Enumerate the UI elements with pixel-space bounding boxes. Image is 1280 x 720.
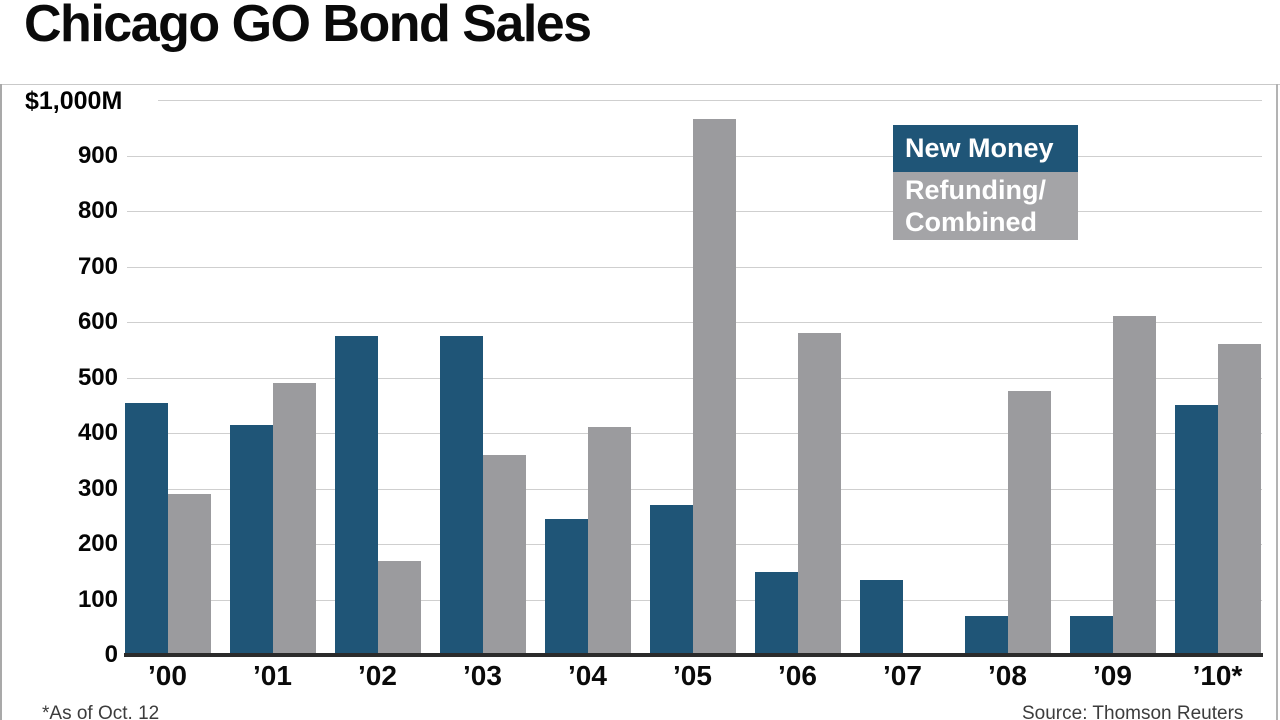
x-tick-label-10*: ’10* <box>1192 660 1243 691</box>
chart-frame-top-rule <box>0 84 1280 85</box>
bar-refunding-02 <box>377 560 421 655</box>
footnote: *As of Oct. 12 <box>42 703 160 720</box>
y-tick-label-400: 400 <box>77 419 118 446</box>
bar-new-money-05 <box>649 505 693 655</box>
y-tick-label-200: 200 <box>77 530 118 557</box>
bar-refunding-04 <box>587 427 631 655</box>
legend-item-refunding-combined: Refunding/ Combined <box>893 172 1078 240</box>
chart-frame-right-border <box>1276 84 1278 720</box>
bar-new-money-04 <box>544 519 588 655</box>
x-tick-label-08: ’08 <box>988 660 1027 691</box>
y-tick-label-500: 500 <box>77 363 118 391</box>
legend-label-new-money: New Money <box>905 133 1054 163</box>
bar-refunding-05 <box>692 119 736 655</box>
bar-new-money-09 <box>1069 616 1113 655</box>
y-tick-label-100: 100 <box>77 585 118 613</box>
y-tick-label-800: 800 <box>77 197 118 224</box>
bar-refunding-01 <box>272 383 316 655</box>
x-axis-baseline <box>124 653 1263 657</box>
x-tick-label-09: ’09 <box>1093 660 1132 691</box>
source-credit: Source: Thomson Reuters <box>1022 703 1244 720</box>
bar-new-money-07 <box>859 580 903 655</box>
bar-refunding-10* <box>1217 344 1261 655</box>
x-tick-label-03: ’03 <box>463 660 502 691</box>
bar-refunding-09 <box>1112 316 1156 655</box>
legend-item-new-money: New Money <box>893 125 1078 172</box>
bar-new-money-06 <box>754 571 798 656</box>
x-tick-label-05: ’05 <box>673 660 712 691</box>
bar-refunding-06 <box>797 333 841 655</box>
bar-new-money-02 <box>334 335 378 655</box>
bar-refunding-03 <box>482 455 526 655</box>
y-tick-label-600: 600 <box>77 308 118 335</box>
bar-new-money-10* <box>1174 405 1218 656</box>
x-tick-label-04: ’04 <box>568 660 607 691</box>
bar-new-money-08 <box>964 616 1008 655</box>
x-tick-label-00: ’00 <box>148 660 187 691</box>
x-tick-label-02: ’02 <box>358 660 397 691</box>
legend: New Money Refunding/ Combined <box>893 125 1078 240</box>
y-tick-label-300: 300 <box>77 474 118 502</box>
x-tick-label-01: ’01 <box>253 660 292 691</box>
legend-label-refunding-line2: Combined <box>905 207 1037 237</box>
bar-refunding-00 <box>167 494 211 655</box>
chart-title: Chicago GO Bond Sales <box>24 0 592 53</box>
bar-new-money-00 <box>124 402 168 655</box>
legend-label-refunding-line1: Refunding/ <box>905 175 1046 205</box>
bar-refunding-08 <box>1007 391 1051 655</box>
bar-new-money-01 <box>229 424 273 655</box>
x-tick-label-07: ’07 <box>883 660 922 691</box>
y-tick-label-0: 0 <box>104 641 118 668</box>
y-axis-unit-label: $1,000M <box>25 87 123 115</box>
y-tick-label-900: 900 <box>77 141 118 169</box>
bar-new-money-03 <box>439 335 483 655</box>
x-tick-label-06: ’06 <box>778 660 817 691</box>
y-tick-label-700: 700 <box>77 252 118 280</box>
chart-frame-left-border <box>0 84 2 720</box>
gridline-1000 <box>158 100 1262 101</box>
